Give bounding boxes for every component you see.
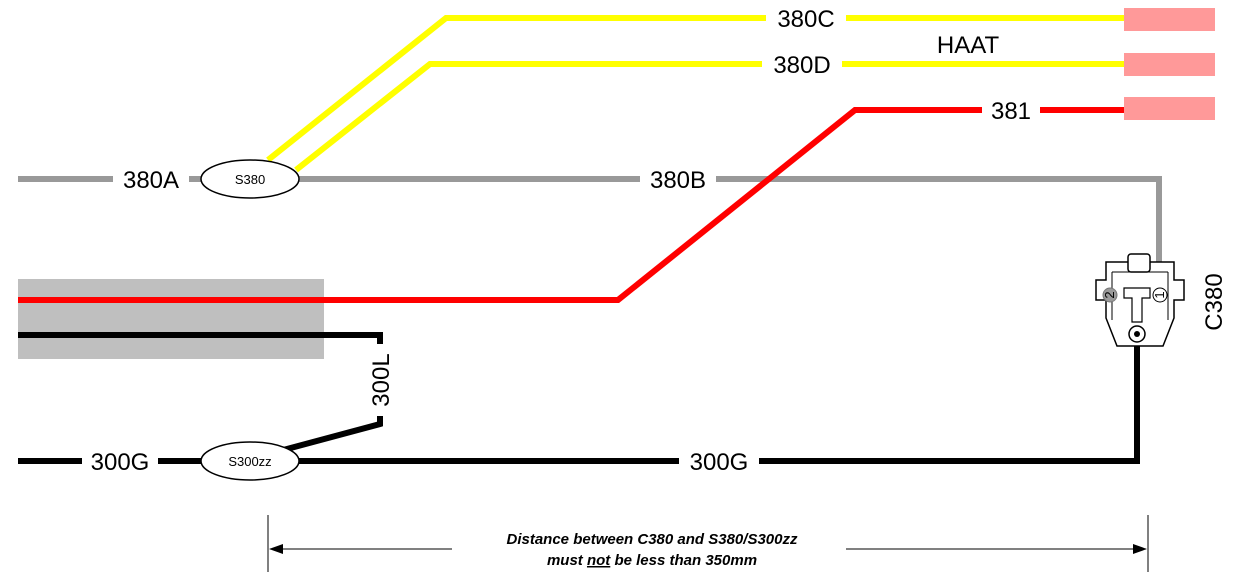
note-line-2-post: be less than 350mm: [610, 552, 757, 569]
haat-pad-381: [1124, 97, 1215, 120]
note-line-1: Distance between C380 and S380/S300zz: [507, 531, 798, 548]
wire-label-381: 381: [991, 98, 1031, 125]
note-line-2-underlined: not: [587, 552, 611, 569]
haat-pad-380c: [1124, 8, 1215, 31]
wire-380d: [294, 61, 1124, 173]
shield-block: [18, 279, 324, 359]
splice-s300zz: [200, 441, 300, 481]
wire-380b: [299, 176, 1162, 293]
connector-label-c380: C380: [1201, 273, 1228, 330]
pin-2: [1102, 287, 1118, 303]
note-line-2-pre: must: [547, 552, 587, 569]
wire-label-300g-left: 300G: [91, 449, 150, 476]
connector-c380: 2 1: [1095, 253, 1185, 347]
wire-381: [18, 107, 1124, 303]
splice-label-s300zz: S300zz: [228, 454, 271, 469]
pin-2-label: 2: [1102, 291, 1117, 298]
pin-1-label: 1: [1152, 291, 1167, 298]
haat-label: HAAT: [937, 32, 1000, 59]
wire-380c: [266, 15, 1124, 163]
wire-label-380b: 380B: [650, 167, 706, 194]
wire-300g-right: [299, 338, 1140, 464]
wire-label-300l: 300L: [368, 353, 395, 406]
wire-label-380c: 380C: [777, 6, 834, 33]
wire-label-380d: 380D: [773, 52, 830, 79]
splice-s380: [200, 159, 300, 199]
splice-label-s380: S380: [235, 172, 265, 187]
wire-label-300g-right: 300G: [690, 449, 749, 476]
note-line-2: must not be less than 350mm: [547, 552, 757, 569]
wire-label-380a: 380A: [123, 167, 179, 194]
haat-pad-380d: [1124, 53, 1215, 76]
pin-1: [1152, 287, 1168, 303]
